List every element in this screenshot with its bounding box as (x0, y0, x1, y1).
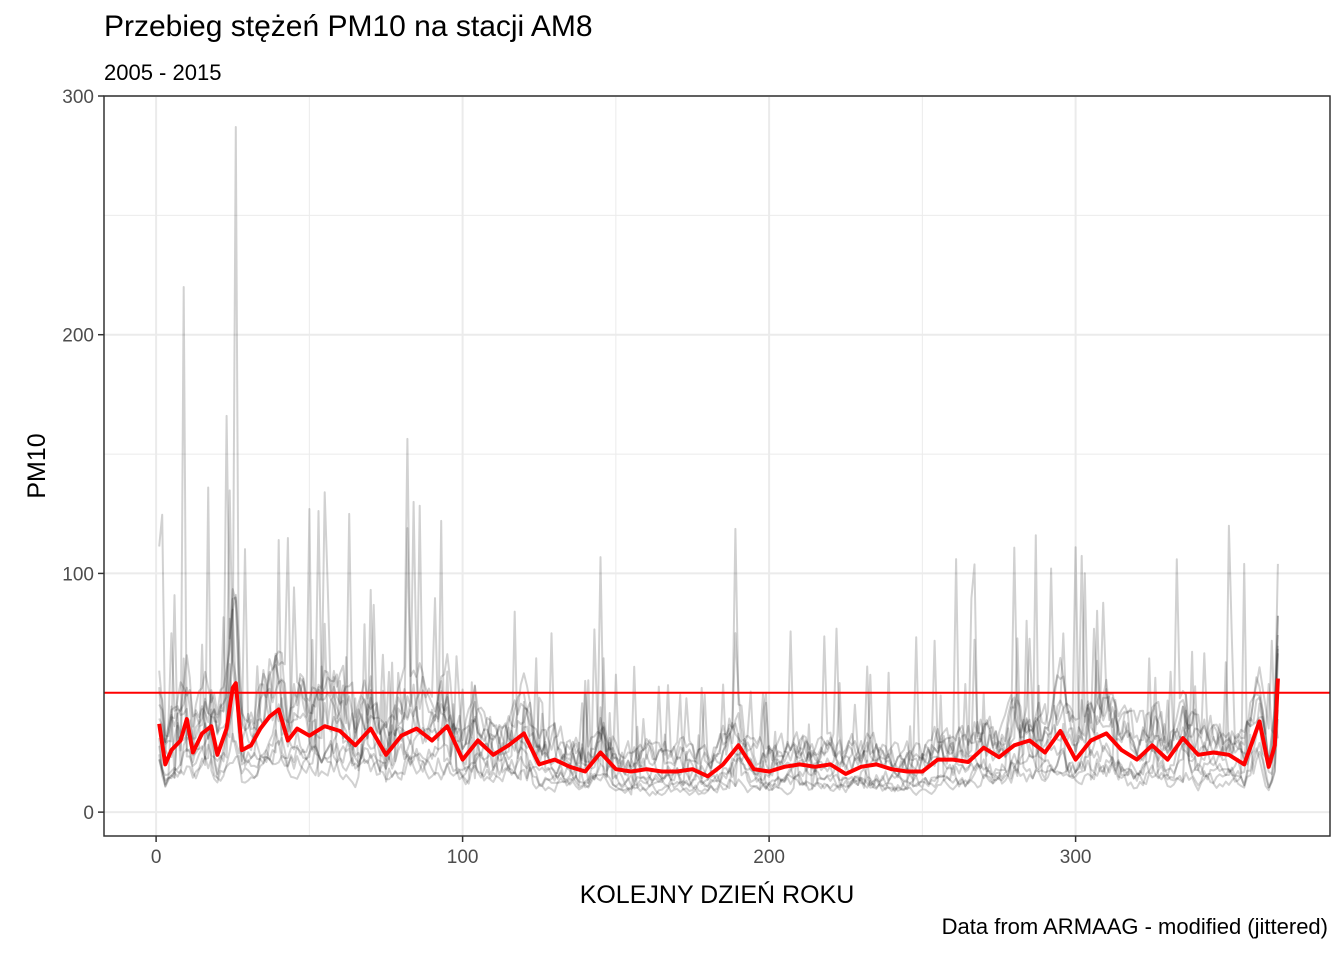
chart-subtitle: 2005 - 2015 (104, 60, 222, 85)
chart-caption: Data from ARMAAG - modified (jittered) (941, 914, 1328, 939)
x-tick-label-3: 300 (1060, 847, 1092, 868)
yearly-series-11 (158, 500, 1279, 777)
yearly-series-group (158, 126, 1279, 797)
yearly-series-1 (158, 486, 1279, 797)
x-tick-label-0: 0 (151, 847, 162, 868)
y-tick-label-0: 0 (83, 803, 94, 824)
axes: 0 100 200 300 0 100 200 300 (62, 87, 1091, 868)
y-axis-title: PM10 (23, 433, 51, 498)
x-tick-label-2: 200 (753, 847, 785, 868)
y-tick-label-1: 100 (62, 564, 94, 585)
yearly-series-3 (158, 286, 1279, 792)
yearly-series-4 (158, 414, 1279, 777)
mean-series-line (157, 678, 1280, 779)
panel-border (103, 95, 1331, 837)
x-axis-title: KOLEJNY DZIEŃ ROKU (580, 880, 855, 909)
yearly-series-7 (158, 539, 1279, 791)
grid-lines (104, 95, 1330, 836)
yearly-series-10 (158, 610, 1279, 791)
yearly-series-8 (158, 527, 1279, 777)
yearly-series-2 (158, 504, 1279, 780)
yearly-series-5 (158, 489, 1279, 776)
x-tick-label-1: 100 (447, 847, 479, 868)
chart-title: Przebieg stężeń PM10 na stacji AM8 (104, 10, 593, 43)
y-tick-label-3: 300 (62, 87, 94, 108)
y-tick-label-2: 200 (62, 326, 94, 347)
yearly-series-9 (158, 519, 1279, 797)
